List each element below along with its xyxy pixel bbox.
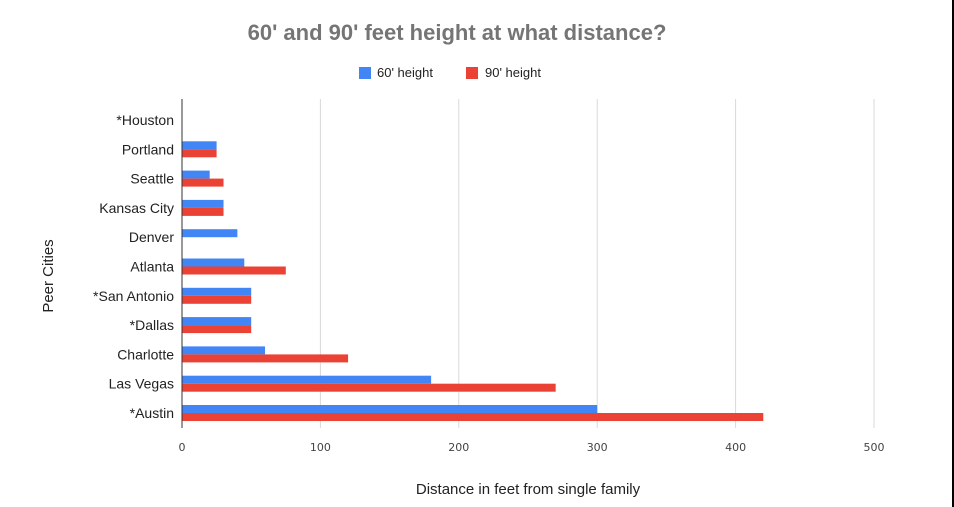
gridlines [319, 99, 875, 428]
category-label: Las Vegas [109, 376, 174, 392]
category-label: Seattle [130, 171, 174, 187]
category-label: Charlotte [117, 346, 174, 362]
bar-60ft [182, 141, 217, 150]
x-axis-title: Distance in feet from single family [416, 481, 641, 498]
x-tick-label-200: 200 [448, 441, 469, 454]
bar-60ft [182, 317, 252, 326]
x-tick-label-400: 400 [725, 441, 746, 454]
bar-90ft [182, 354, 349, 363]
category-label: *Dallas [130, 317, 174, 333]
chart-title: 60' and 90' feet height at what distance… [248, 20, 667, 45]
y-axis-title: Peer Cities [40, 239, 57, 312]
category-label: *Austin [130, 405, 174, 421]
category-label: Portland [122, 141, 174, 157]
bar-90ft [182, 413, 764, 421]
bar-90ft [182, 266, 286, 275]
legend-label-90ft: 90' height [485, 65, 541, 80]
legend-swatch-60ft [359, 67, 371, 79]
legend-swatch-90ft [466, 67, 478, 79]
bar-60ft [182, 258, 245, 267]
category-label: Denver [129, 229, 174, 245]
bar-90ft [182, 295, 252, 304]
x-tick-label-300: 300 [587, 441, 608, 454]
bar-60ft [182, 199, 224, 208]
category-labels: *Houston Portland Seattle Kansas City Denver… [93, 112, 174, 421]
category-label: *Houston [116, 112, 174, 128]
bar-60ft [182, 170, 210, 179]
bar-90ft [182, 325, 252, 334]
category-label: *San Antonio [93, 288, 174, 304]
bar-90ft [182, 207, 224, 216]
category-label: Kansas City [99, 200, 174, 216]
bar-90ft [182, 383, 556, 392]
x-tick-labels: 0 100 200 300 400 500 [179, 441, 885, 454]
bars [182, 141, 764, 421]
bar-60ft [182, 346, 266, 355]
x-tick-label-100: 100 [310, 441, 331, 454]
legend: 60' height 90' height [359, 65, 541, 80]
bar-60ft [182, 287, 252, 296]
bar-60ft [182, 375, 432, 384]
legend-label-60ft: 60' height [377, 65, 433, 80]
bar-60ft [182, 405, 598, 413]
bar-60ft [182, 229, 238, 238]
category-label: Atlanta [130, 259, 174, 275]
x-tick-label-0: 0 [179, 441, 186, 454]
x-tick-label-500: 500 [864, 441, 885, 454]
bar-90ft [182, 178, 224, 187]
bar-90ft [182, 149, 217, 158]
